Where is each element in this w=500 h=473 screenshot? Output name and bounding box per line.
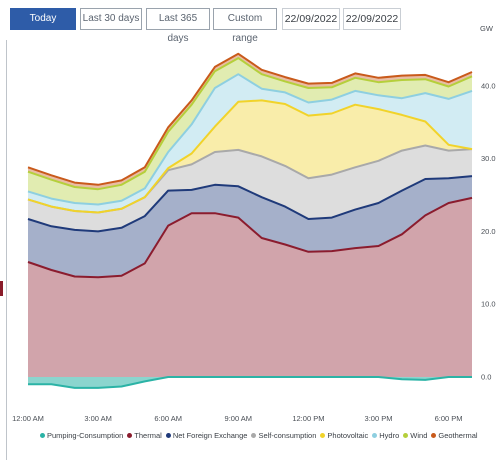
line-thermal[interactable] xyxy=(27,196,473,279)
area-self-consumption[interactable] xyxy=(28,145,472,232)
legend-item[interactable]: Photovoltaic xyxy=(320,431,368,440)
line-hydro[interactable] xyxy=(27,73,473,206)
y-tick-label: 20.0 xyxy=(481,227,496,236)
legend-dot-icon xyxy=(40,433,45,438)
last-365-days-button[interactable]: Last 365 days xyxy=(146,8,210,44)
legend-item[interactable]: Geothermal xyxy=(431,431,478,440)
x-axis-ticks: 12:00 AM 3:00 AM 6:00 AM 9:00 AM 12:00 PM 3:0… xyxy=(12,414,462,423)
legend-label: Wind xyxy=(410,431,428,440)
legend-label: Geothermal xyxy=(438,431,478,440)
area-pumping-consumption[interactable] xyxy=(28,377,472,388)
x-tick-label: 6:00 PM xyxy=(435,414,463,423)
legend-dot-icon xyxy=(251,433,257,438)
line-net-foreign-exchange[interactable] xyxy=(27,175,473,233)
legend-item[interactable]: Thermal xyxy=(127,431,162,440)
legend-item[interactable]: Net Foreign Exchange xyxy=(165,431,248,440)
line-layer xyxy=(27,52,473,389)
legend-dot-icon xyxy=(403,433,409,438)
legend-item[interactable]: Wind xyxy=(403,431,427,440)
legend-label: Photovoltaic xyxy=(327,431,369,440)
legend-label: Thermal xyxy=(134,431,162,440)
legend-label: Self-consumption xyxy=(258,431,317,440)
line-wind[interactable] xyxy=(27,57,473,191)
line-geothermal[interactable] xyxy=(27,52,473,186)
legend-dot-icon xyxy=(431,433,437,438)
chart-legend: Pumping-Consumption Thermal Net Foreign Ex… xyxy=(40,431,500,445)
legend-dot-icon xyxy=(372,433,378,438)
y-axis-ticks: 0.0 10.0 20.0 30.0 40.0 xyxy=(481,81,496,381)
line-photovoltaic[interactable] xyxy=(27,99,473,214)
x-tick-label: 12:00 AM xyxy=(12,414,44,423)
legend-item[interactable]: Hydro xyxy=(372,431,399,440)
legend-dot-icon xyxy=(165,433,171,438)
x-tick-label: 3:00 AM xyxy=(84,414,112,423)
y-tick-label: 10.0 xyxy=(481,300,496,309)
area-thermal[interactable] xyxy=(28,197,472,377)
legend-item[interactable]: Self-consumption xyxy=(251,431,316,440)
date-from-field[interactable]: 22/09/2022 xyxy=(282,8,340,30)
left-divider xyxy=(6,40,7,460)
legend-label: Hydro xyxy=(379,431,400,440)
date-to-field[interactable]: 22/09/2022 xyxy=(343,8,401,30)
x-tick-label: 9:00 AM xyxy=(225,414,253,423)
side-panel-handle[interactable] xyxy=(0,281,3,296)
y-tick-label: 30.0 xyxy=(481,154,496,163)
x-tick-label: 3:00 PM xyxy=(365,414,393,423)
legend-label: Pumping-Consumption xyxy=(47,431,124,440)
line-pumping-consumption[interactable] xyxy=(28,376,472,389)
area-layer xyxy=(28,53,472,388)
legend-item[interactable]: Pumping-Consumption xyxy=(40,431,123,440)
y-tick-label: 0.0 xyxy=(481,373,491,382)
y-axis-unit: GW xyxy=(480,24,494,33)
legend-dot-icon xyxy=(127,433,133,438)
area-wind[interactable] xyxy=(28,58,472,205)
area-photovoltaic[interactable] xyxy=(28,100,472,213)
today-button[interactable]: Today xyxy=(10,8,76,30)
y-tick-label: 40.0 xyxy=(481,81,496,90)
legend-dot-icon xyxy=(320,433,326,438)
x-tick-label: 6:00 AM xyxy=(154,414,182,423)
last-30-days-button[interactable]: Last 30 days xyxy=(80,8,142,30)
x-tick-label: 12:00 PM xyxy=(292,414,324,423)
legend-label: Net Foreign Exchange xyxy=(172,431,248,440)
custom-range-button[interactable]: Custom range xyxy=(213,8,277,44)
